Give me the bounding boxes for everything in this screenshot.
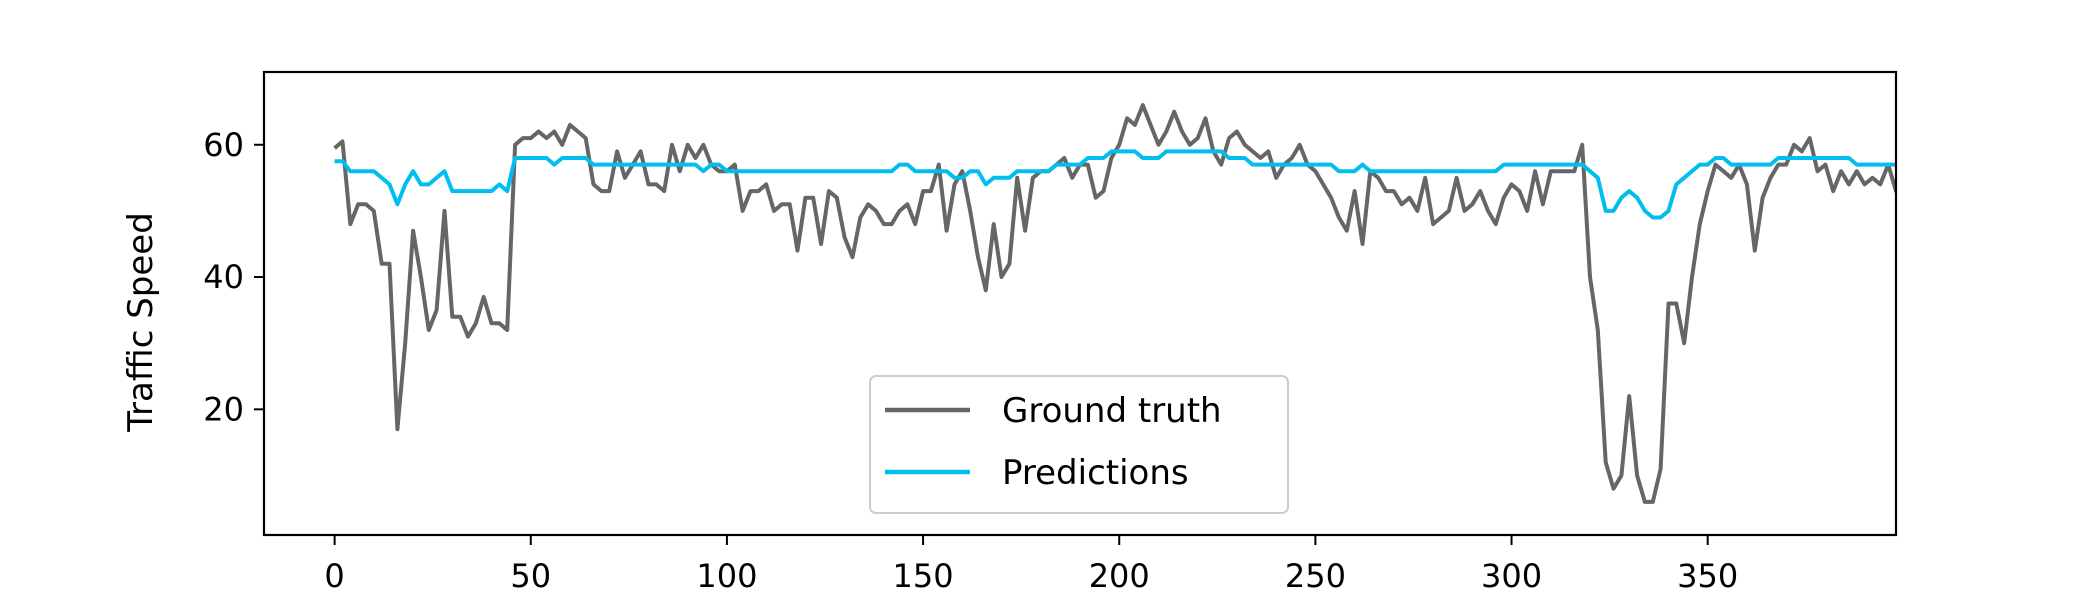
- x-tick-label: 100: [696, 557, 757, 595]
- y-tick-label: 20: [203, 390, 244, 428]
- legend-label-predictions: Predictions: [1002, 453, 1189, 493]
- y-tick-label: 60: [203, 126, 244, 164]
- series-line-ground-truth: [333, 103, 1896, 504]
- x-tick-label: 200: [1089, 557, 1150, 595]
- x-tick-label: 150: [893, 557, 954, 595]
- plot-frame: [262, 70, 1898, 537]
- x-tick-label: 50: [510, 557, 551, 595]
- legend-label-ground-truth: Ground truth: [1002, 391, 1222, 431]
- y-axis-label: Traffic Speed: [121, 212, 161, 433]
- x-tick-label: 0: [324, 557, 344, 595]
- legend-box: [869, 375, 1289, 514]
- x-tick-label: 250: [1285, 557, 1346, 595]
- x-tick-label: 300: [1481, 557, 1542, 595]
- x-tick-label: 350: [1677, 557, 1738, 595]
- y-tick-label: 40: [203, 258, 244, 296]
- series-line-predictions: [334, 149, 1896, 220]
- legend: Ground truth Predictions: [869, 375, 1289, 514]
